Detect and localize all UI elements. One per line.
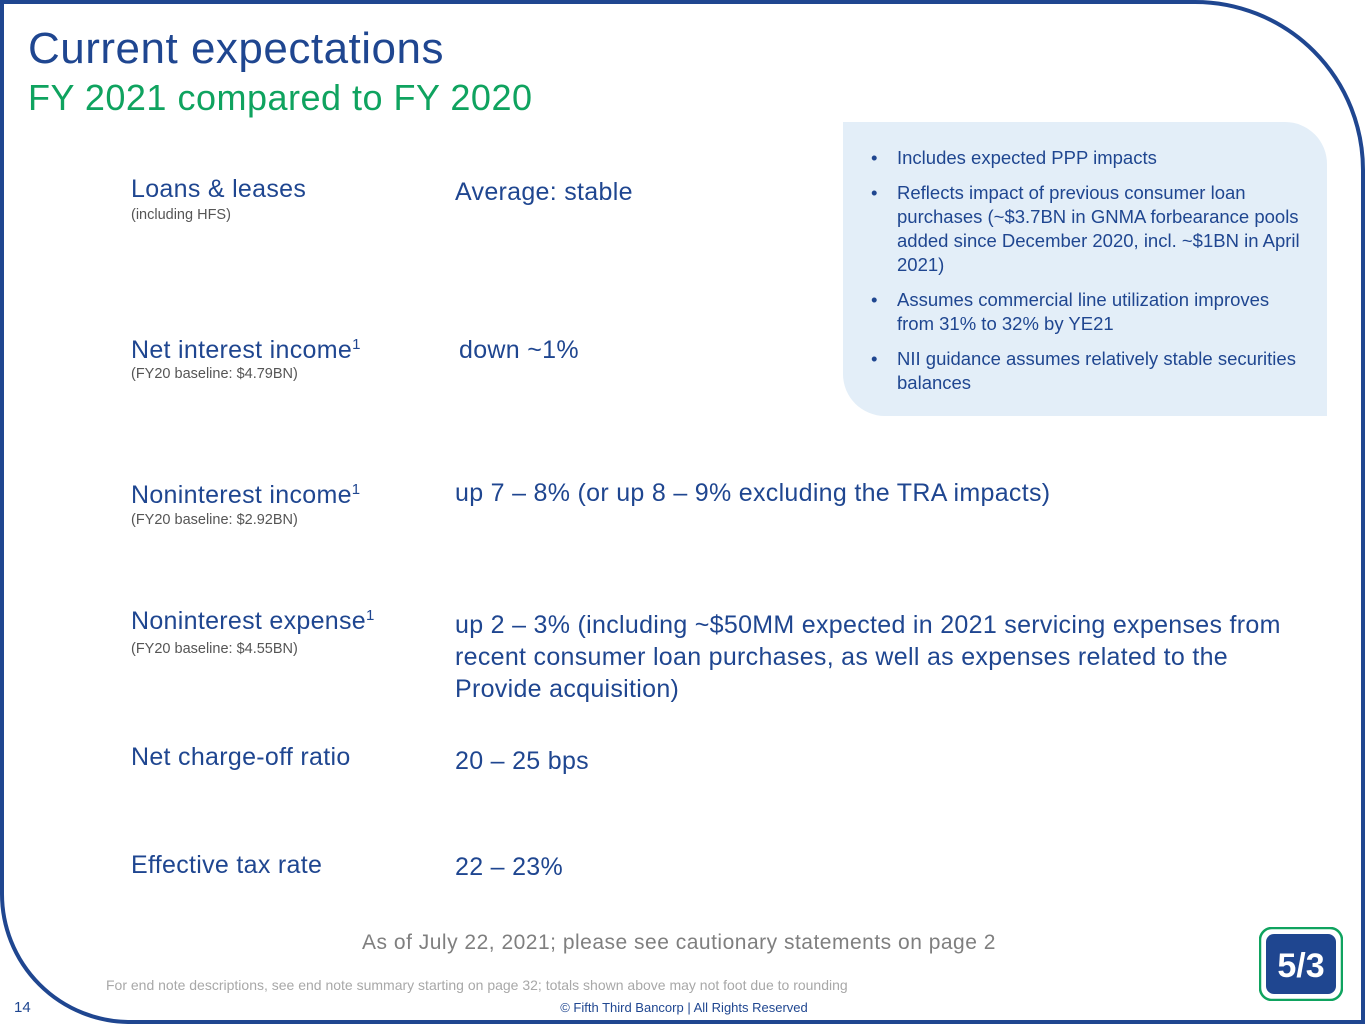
row-value-noninterest-income: up 7 – 8% (or up 8 – 9% excluding the TR… [455,479,1051,507]
row-label-noninterest-expense: Noninterest expense1 [131,607,375,635]
logo-text: 5/3 [1277,947,1324,985]
notes-callout: Includes expected PPP impacts Reflects i… [843,122,1327,416]
page-number: 14 [14,999,31,1016]
row-sublabel-noninterest-income: (FY20 baseline: $2.92BN) [131,512,298,528]
note-item: Reflects impact of previous consumer loa… [871,181,1309,277]
note-item: Includes expected PPP impacts [871,146,1309,170]
copyright: © Fifth Third Bancorp | All Rights Reser… [560,1000,808,1015]
row-label-net-charge-off: Net charge-off ratio [131,743,351,771]
notes-list: Includes expected PPP impacts Reflects i… [871,146,1309,395]
row-label-noninterest-income: Noninterest income1 [131,481,361,509]
note-item: NII guidance assumes relatively stable s… [871,347,1309,395]
row-sublabel-loans: (including HFS) [131,207,231,223]
row-sublabel-noninterest-expense: (FY20 baseline: $4.55BN) [131,641,298,657]
row-value-effective-tax: 22 – 23% [455,853,564,881]
note-item: Assumes commercial line utilization impr… [871,288,1309,336]
row-sublabel-nii: (FY20 baseline: $4.79BN) [131,366,298,382]
row-value-net-charge-off: 20 – 25 bps [455,747,589,775]
row-value-loans: Average: stable [455,178,633,206]
as-of-statement: As of July 22, 2021; please see cautiona… [362,931,996,954]
footnote: For end note descriptions, see end note … [106,977,848,993]
row-value-nii: down ~1% [459,336,579,364]
page-subtitle: FY 2021 compared to FY 2020 [28,77,533,118]
row-label-nii: Net interest income1 [131,336,361,364]
row-label-effective-tax: Effective tax rate [131,851,323,879]
row-label-loans: Loans & leases [131,175,307,203]
row-value-noninterest-expense: up 2 – 3% (including ~$50MM expected in … [455,611,1281,703]
fifth-third-logo-icon: 5/3 [1259,927,1343,1001]
page-title: Current expectations [28,24,444,73]
